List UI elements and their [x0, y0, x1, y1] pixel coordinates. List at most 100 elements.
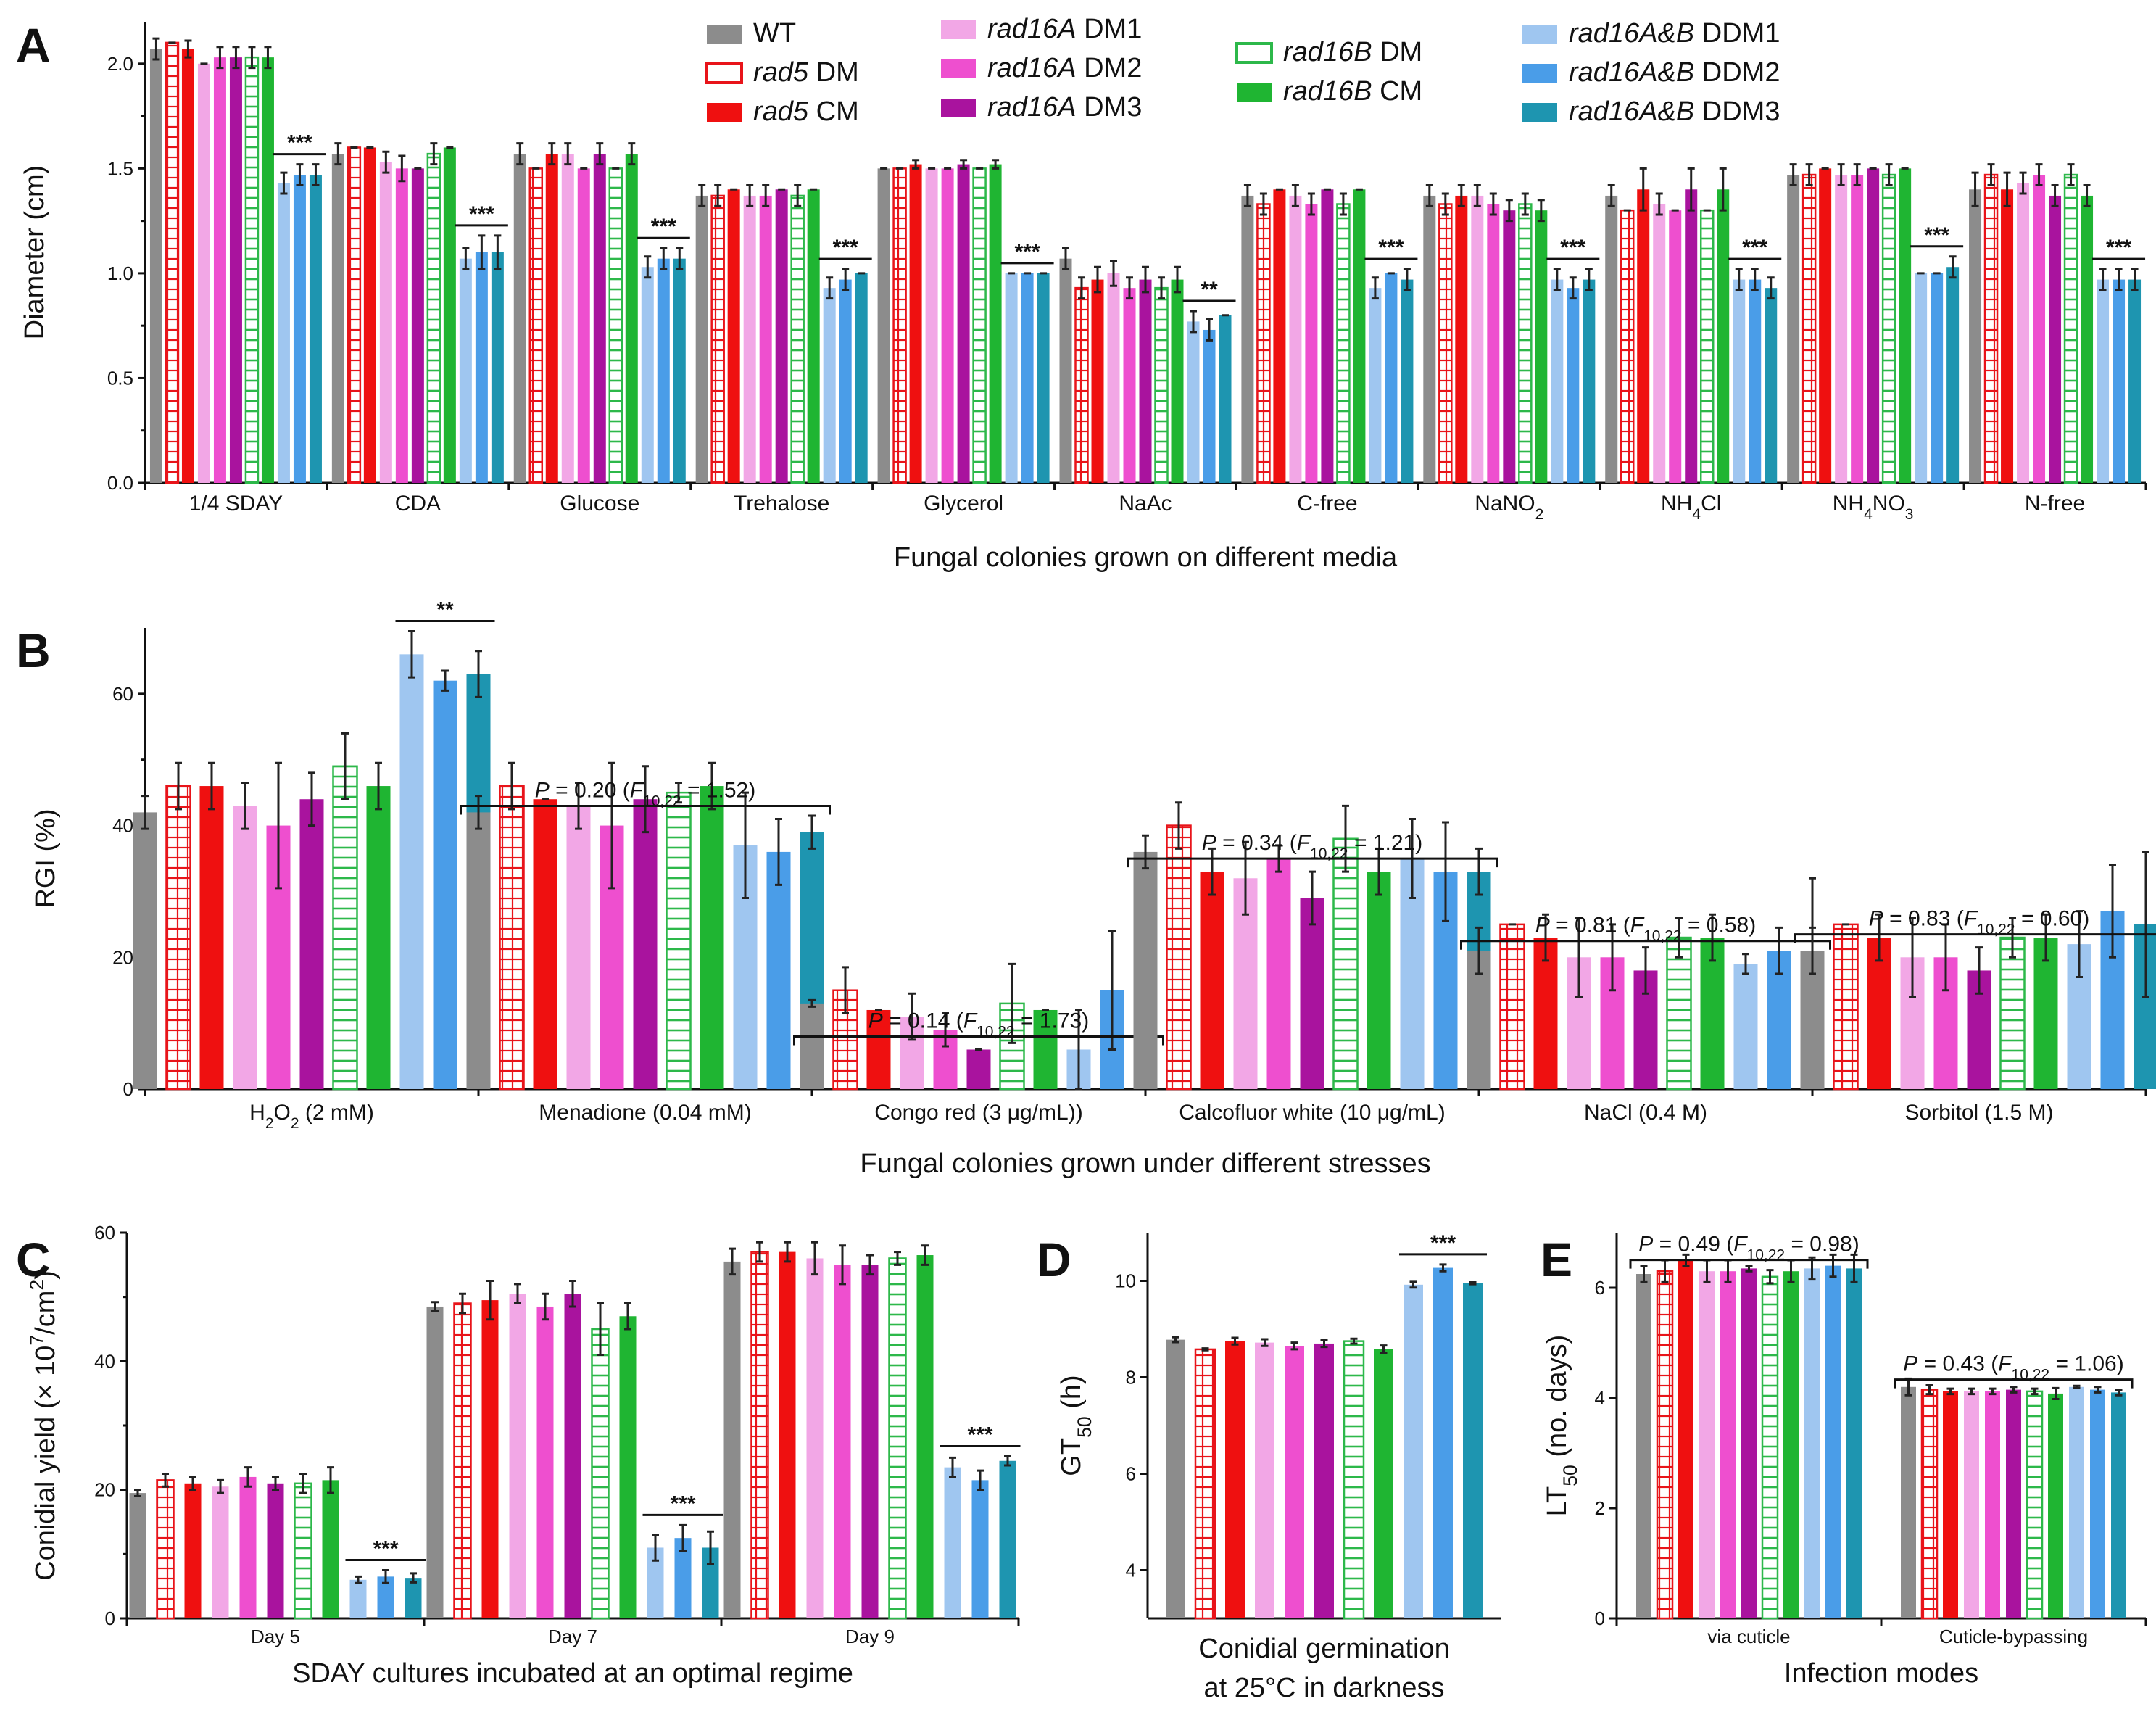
error-bar: [921, 1244, 929, 1266]
error-bar: [1242, 840, 1249, 916]
bar-trehalose-rad16b-dm: [790, 194, 805, 484]
legend-swatch-rad16b-dm: [1235, 42, 1273, 64]
error-bar: [652, 1534, 659, 1562]
bar-cda-rad16a-b-ddm2: [475, 252, 488, 483]
bar-naac-rad5-dm: [1074, 286, 1089, 484]
bar-day-5-rad16a-dm1: [212, 1486, 229, 1618]
significance-stars: ***: [1378, 236, 1404, 260]
category-label-via-cuticle: via cuticle: [1707, 1626, 1790, 1647]
bar-nano2-rad16a-b-ddm2: [1567, 288, 1580, 483]
bar-group-rad16a-b-ddm3: [1463, 1283, 1483, 1618]
error-bar: [642, 765, 649, 834]
bar-glycerol-rad16a-dm2: [941, 168, 954, 483]
bar-cda-rad16a-dm1: [379, 162, 392, 483]
error-bar: [1639, 167, 1647, 212]
error-bar: [1339, 192, 1347, 216]
error-bar: [1094, 265, 1101, 294]
legend-label-rad16a-dm1: rad16A DM1: [987, 14, 1142, 44]
bar-menadione-0-04-mm-rad16b-cm: [700, 786, 724, 1089]
error-bar: [382, 1569, 389, 1584]
bar-trehalose-rad16b-cm: [807, 189, 820, 483]
error-bar: [608, 761, 615, 890]
error-bar: [2019, 171, 2027, 195]
error-bar: [1853, 163, 1861, 186]
error-bar: [729, 1247, 736, 1276]
error-bar: [248, 46, 256, 70]
bar-calcofluor-white-10-g-ml-wt: [1133, 851, 1158, 1089]
error-bar: [708, 761, 716, 811]
error-bar: [676, 247, 684, 270]
significance-stars: ***: [1560, 236, 1585, 260]
bar-glucose-wt: [513, 154, 526, 484]
bar-1-4-sday-rad16a-b-ddm3: [309, 175, 322, 483]
error-bar: [2035, 163, 2043, 186]
bar-nh4cl-rad5-cm: [1637, 189, 1650, 483]
error-bar: [2142, 851, 2149, 998]
bar-c-free-rad16a-b-ddm3: [1401, 279, 1414, 483]
error-bar: [232, 46, 240, 70]
error-bar: [1409, 1280, 1417, 1289]
error-bar: [2099, 268, 2107, 291]
error-bar: [217, 1478, 224, 1494]
bar-via-cuticle-rad16a-b-ddm1: [1804, 1268, 1820, 1618]
error-bar: [808, 814, 816, 850]
bar-cda-rad16a-dm3: [411, 168, 424, 483]
legend-swatch-rad16a-dm3: [941, 99, 976, 117]
bar-glycerol-rad5-cm: [909, 164, 922, 483]
bar-nh4no3-rad16b-cm: [1899, 168, 1912, 483]
bar-cuticle-bypassing-rad16a-dm3: [2006, 1389, 2021, 1618]
error-bar: [1805, 163, 1813, 186]
bar-1-4-sday-rad16a-dm1: [197, 63, 210, 484]
bar-glucose-rad16a-dm1: [561, 154, 574, 484]
y-tick-label: 0: [105, 1608, 115, 1629]
error-bar: [1775, 926, 1783, 975]
error-bar: [1441, 192, 1449, 216]
category-label-h2o2-2-mm: H2​O2​ (2 mM): [249, 1101, 374, 1132]
bar-c-free-rad16a-dm1: [1289, 195, 1302, 483]
x-axis-label: Infection modes: [1784, 1658, 1978, 1689]
error-bar: [1142, 834, 1149, 870]
bar-nacl-0-4-m-rad16b-cm: [1700, 938, 1725, 1089]
error-bar: [162, 1473, 169, 1488]
bar-glycerol-rad16a-b-ddm3: [1037, 273, 1050, 483]
bar-day-5-rad5-cm: [184, 1483, 202, 1618]
bar-h2o2-2-mm-rad16b-dm: [332, 765, 358, 1091]
bar-menadione-0-04-mm-rad5-cm: [533, 799, 557, 1089]
bar-day-5-rad16b-cm: [322, 1480, 339, 1618]
error-bar: [1243, 183, 1251, 207]
error-bar: [152, 37, 160, 61]
category-label-day-7: Day 7: [548, 1626, 597, 1647]
error-bar: [1439, 1263, 1447, 1273]
bar-day-7-rad5-cm: [481, 1300, 499, 1618]
error-bar: [1425, 183, 1433, 207]
bar-day-9-wt: [723, 1261, 741, 1618]
y-tick-label: 4: [1595, 1387, 1605, 1409]
error-bar: [272, 1476, 279, 1491]
bar-nano2-rad5-cm: [1455, 195, 1468, 483]
legend-swatch-rad16a-dm2: [941, 59, 976, 78]
bar-day-9-rad16a-dm2: [834, 1265, 851, 1618]
bar-n-free-rad16a-dm3: [2049, 195, 2062, 483]
error-bar: [1537, 199, 1545, 223]
bar-day-9-rad16a-dm3: [861, 1265, 879, 1618]
error-bar: [842, 268, 850, 291]
bar-cda-rad5-cm: [363, 147, 376, 484]
legend-label-wt: WT: [753, 18, 796, 49]
error-bar: [1475, 926, 1483, 975]
error-bar: [1875, 913, 1883, 962]
p-value-label: P = 0.20 (F10,22 = 1.52): [535, 778, 755, 809]
legend-label-rad16a-b-ddm2: rad16A&B DDM2: [1569, 57, 1780, 88]
legend-label-rad16a-dm2: rad16A DM2: [987, 53, 1142, 83]
category-label-menadione-0-04-mm: Menadione (0.04 mM): [539, 1101, 751, 1125]
y-tick-label: 40: [94, 1350, 115, 1372]
bar-day-9-rad16b-cm: [916, 1255, 934, 1618]
bar-day-5-rad16a-dm2: [239, 1476, 257, 1618]
bar-1-4-sday-rad16a-dm2: [213, 57, 226, 484]
category-label-day-5: Day 5: [251, 1626, 300, 1647]
legend-swatch-rad16a-dm1: [941, 20, 976, 39]
bar-via-cuticle-rad16b-dm: [1761, 1275, 1779, 1620]
bar-n-free-rad16a-b-ddm2: [2113, 279, 2126, 483]
panel-letter-c: C: [16, 1233, 51, 1286]
panel-d: D 4 6 8 10 GT50​ (h) *** Conidial germination at…: [1037, 1231, 1501, 1703]
